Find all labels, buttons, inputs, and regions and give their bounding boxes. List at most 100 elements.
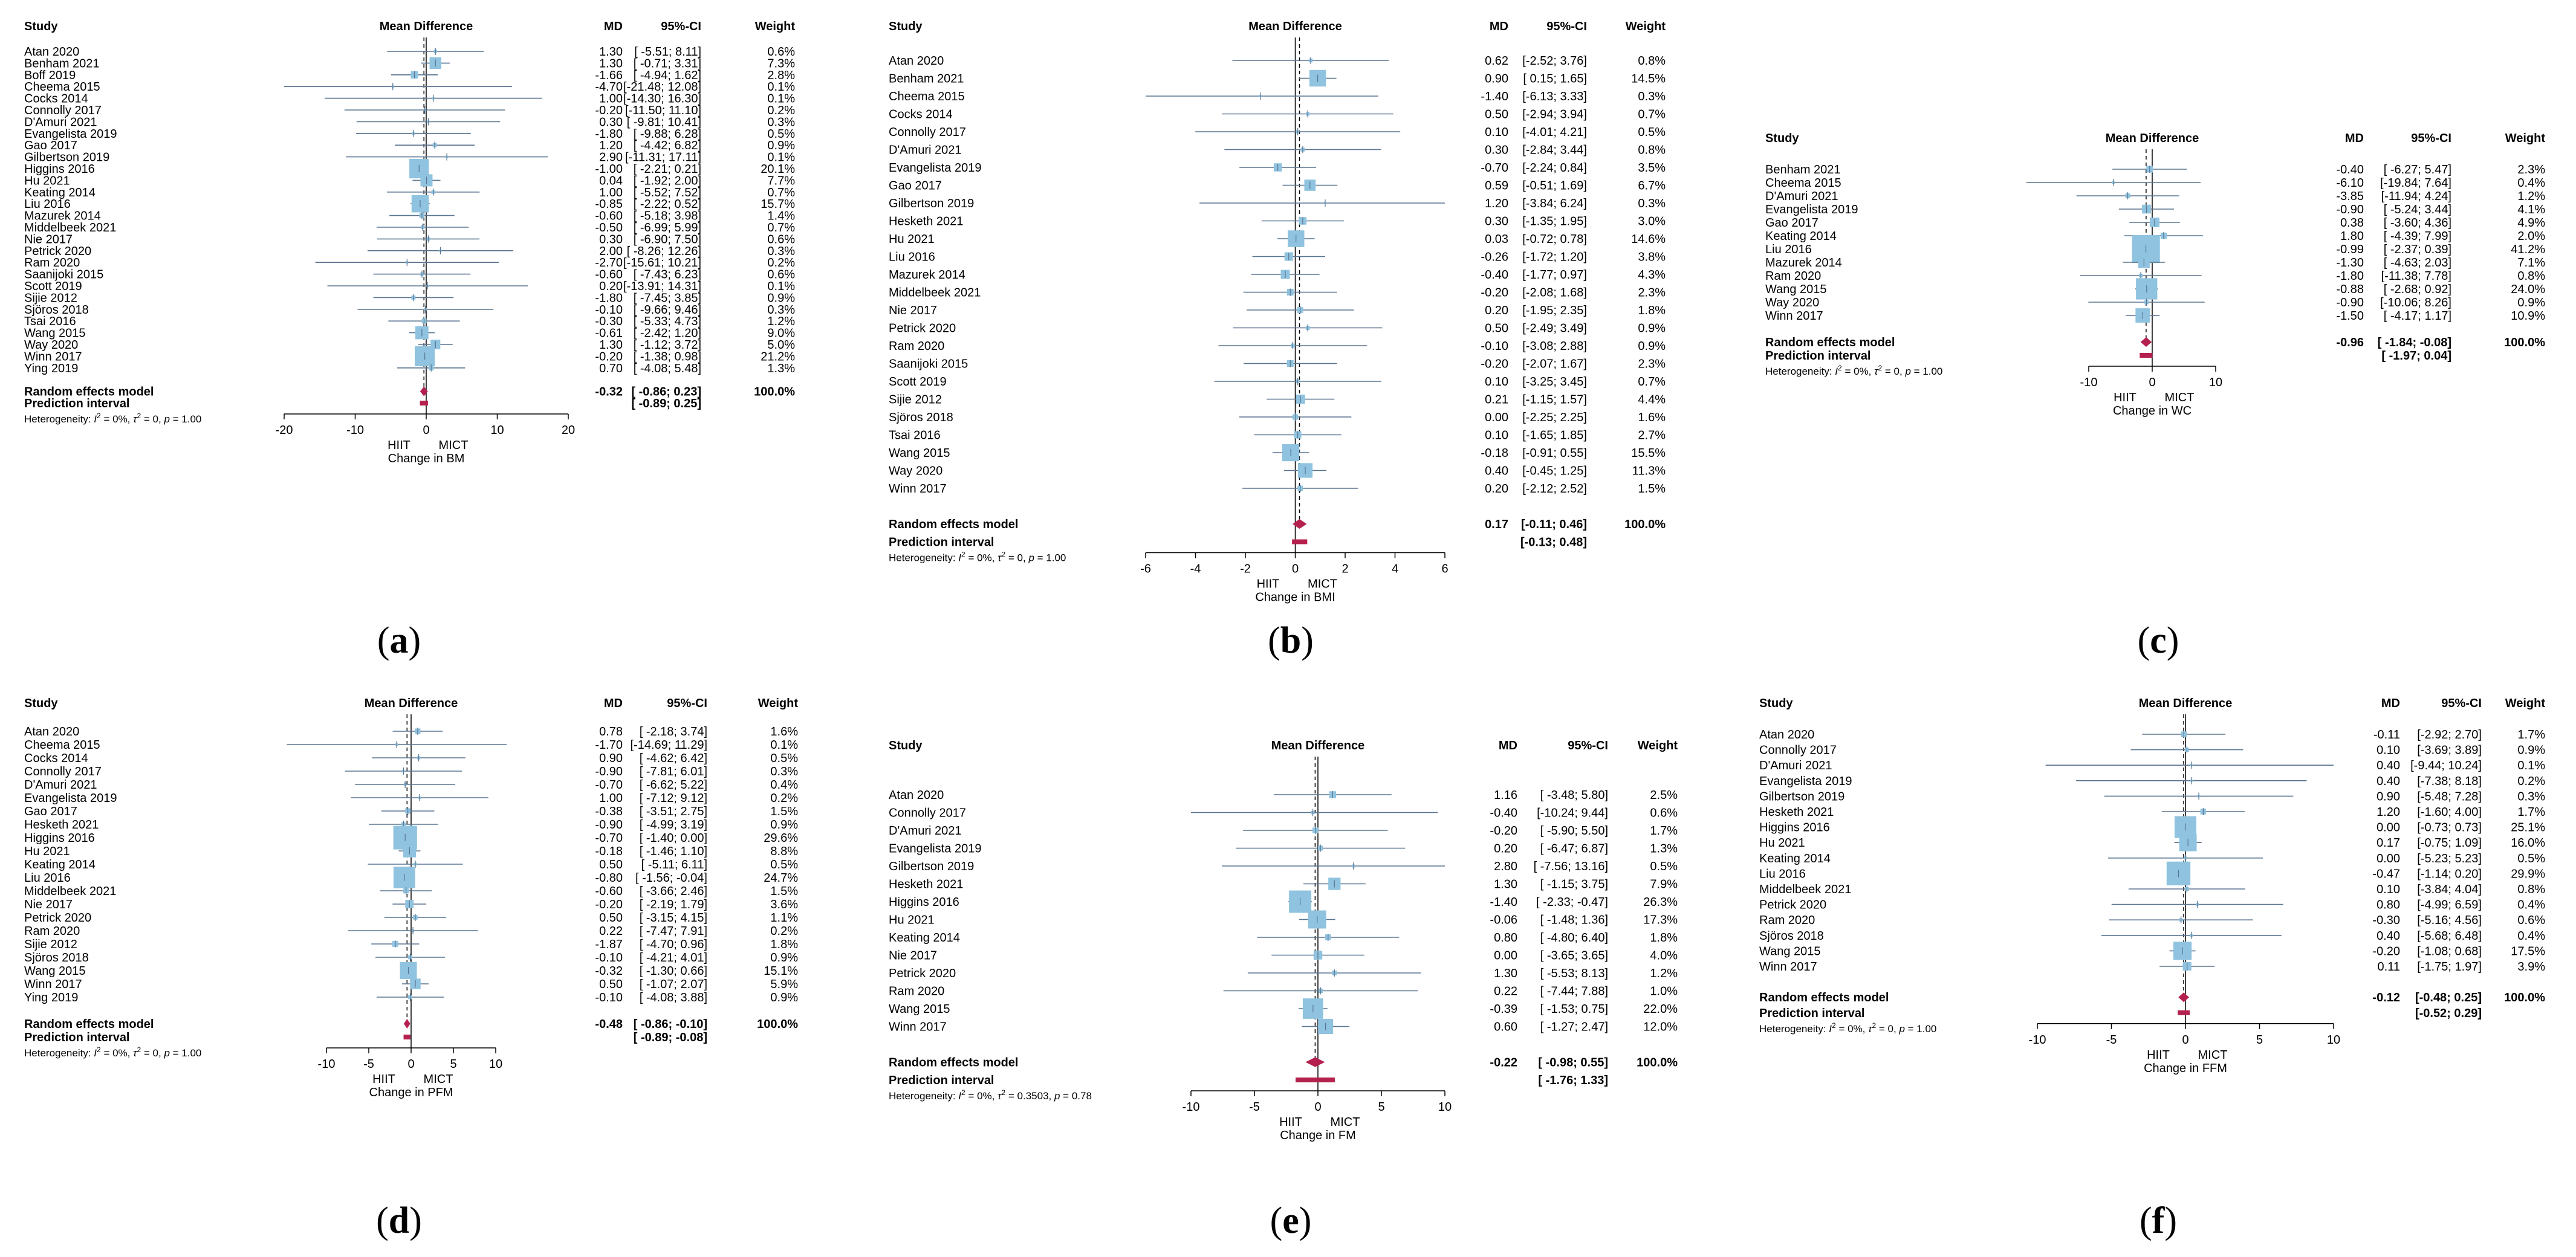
header-mean-difference: Mean Difference: [2139, 697, 2233, 710]
study-label: Evangelista 2019: [1759, 775, 1852, 788]
ci-value: [ -1.40; 0.00]: [640, 832, 707, 845]
md-value: -1.66: [595, 69, 623, 82]
md-value: 0.80: [1494, 931, 1517, 945]
md-value: -0.26: [1481, 251, 1508, 264]
md-value: 1.00: [599, 186, 623, 199]
heterogeneity-text: Heterogeneity: I2 = 0%, τ2 = 0, p = 1.00: [24, 412, 201, 425]
header-weight: Weight: [2505, 697, 2546, 710]
forest-plot-a: Study Mean Difference MD 95%-CI Weight Atan 2…: [18, 18, 804, 550]
header-study: Study: [24, 20, 58, 33]
md-value: -0.50: [595, 221, 623, 234]
re-model-label: Random effects model: [889, 518, 1018, 531]
study-label: Ram 2020: [1765, 270, 1821, 283]
x-tick-label: 0: [423, 424, 429, 437]
hiit-label: HIIT: [1257, 578, 1280, 591]
weight-value: 2.5%: [1650, 789, 1678, 802]
weight-value: 0.3%: [2517, 790, 2545, 803]
md-value: -0.70: [595, 778, 623, 792]
header-mean-difference: Mean Difference: [365, 697, 458, 710]
weight-value: 15.7%: [761, 198, 795, 211]
weight-value: 1.7%: [2517, 806, 2545, 819]
md-value: 0.20: [1485, 304, 1508, 317]
weight-value: 0.9%: [770, 951, 798, 965]
md-value: -0.10: [595, 951, 623, 965]
md-value: 1.20: [1485, 197, 1508, 210]
study-label: Winn 2017: [1765, 309, 1823, 323]
forest-plot-e-svg: Study Mean Difference MD 95%-CI Weight Atan 2…: [889, 739, 1678, 1142]
study-label: Winn 2017: [1759, 960, 1817, 974]
md-value: 0.60: [1494, 1021, 1517, 1034]
pooled-md: -0.12: [2372, 991, 2400, 1004]
md-value: 0.90: [1485, 73, 1508, 86]
md-value: -0.10: [595, 303, 623, 317]
md-value: 2.00: [599, 245, 623, 258]
md-value: -0.18: [1481, 447, 1508, 460]
md-value: -0.11: [2373, 728, 2400, 742]
ci-value: [ -8.26; 12.26]: [627, 245, 701, 258]
ci-value: [ -5.11; 6.11]: [641, 858, 707, 871]
weight-value: 0.9%: [770, 991, 798, 1004]
md-value: -1.80: [2336, 270, 2364, 283]
study-label: Hu 2021: [889, 914, 935, 927]
ci-value: [ -4.70; 0.96]: [640, 938, 707, 951]
study-label: Liu 2016: [24, 198, 71, 211]
mict-label: MICT: [1308, 578, 1337, 591]
study-label: Middelbeek 2021: [889, 286, 981, 300]
ci-value: [ -1.46; 1.10]: [640, 845, 707, 858]
heterogeneity-text: Heterogeneity: I2 = 0%, τ2 = 0.3503, p =…: [889, 1088, 1092, 1102]
re-model-label: Random effects model: [24, 386, 154, 399]
ci-value: [-2.07; 1.67]: [1522, 358, 1587, 371]
weight-value: 0.9%: [1638, 322, 1666, 335]
weight-value: 15.1%: [764, 965, 798, 978]
pooled-ci: [ -1.84; -0.08]: [2378, 336, 2451, 349]
caption-d: (d): [376, 1200, 422, 1241]
weight-value: 0.9%: [767, 291, 795, 305]
study-label: Connolly 2017: [1759, 744, 1837, 757]
md-value: 0.62: [1485, 54, 1508, 68]
study-label: Cocks 2014: [889, 108, 953, 121]
md-value: 0.30: [1485, 144, 1508, 157]
md-value: -0.80: [595, 871, 623, 885]
re-model-label: Random effects model: [889, 1056, 1018, 1070]
x-tick-label: 20: [562, 424, 575, 437]
md-value: -0.60: [595, 268, 623, 282]
md-value: -0.32: [595, 965, 623, 978]
x-tick-label: 5: [1378, 1100, 1384, 1114]
ci-value: [ -5.33; 4.73]: [634, 315, 701, 328]
md-value: -0.20: [1481, 286, 1508, 300]
ci-value: [ -5.18; 3.98]: [634, 210, 701, 223]
mict-label: MICT: [2165, 391, 2195, 404]
md-value: 0.90: [599, 752, 623, 765]
study-label: Tsai 2016: [24, 315, 76, 328]
study-label: Ram 2020: [24, 256, 80, 270]
study-label: Hu 2021: [24, 174, 70, 187]
weight-value: 1.6%: [770, 725, 798, 738]
weight-value: 3.9%: [2517, 960, 2545, 974]
ci-value: [-9.44; 10.24]: [2410, 759, 2482, 772]
caption-e: (e): [1270, 1200, 1312, 1241]
ci-value: [ -3.65; 3.65]: [1540, 949, 1608, 963]
ci-value: [ -3.15; 4.15]: [640, 911, 707, 925]
study-label: Ram 2020: [24, 925, 80, 938]
weight-value: 11.3%: [1632, 465, 1666, 478]
ci-value: [ -1.30; 0.66]: [640, 965, 707, 978]
prediction-label: Prediction interval: [24, 1031, 130, 1044]
ci-value: [-5.68; 6.48]: [2417, 929, 2482, 943]
ci-value: [ -6.90; 7.50]: [634, 233, 701, 246]
pooled-weight: 100.0%: [754, 386, 795, 399]
ci-value: [ -4.08; 3.88]: [640, 991, 707, 1004]
weight-value: 10.9%: [2511, 309, 2545, 323]
study-label: Cocks 2014: [24, 752, 88, 765]
ci-value: [-10.06; 8.26]: [2380, 296, 2451, 309]
header-md: MD: [604, 20, 623, 33]
ci-value: [-3.69; 3.89]: [2417, 744, 2482, 757]
ci-value: [ -3.48; 5.80]: [1540, 789, 1608, 802]
study-label: Connolly 2017: [24, 104, 102, 117]
md-value: -1.00: [595, 163, 623, 176]
ci-value: [ -3.66; 2.46]: [640, 885, 707, 898]
ci-value: [-2.52; 3.76]: [1522, 54, 1587, 68]
hiit-label: HIIT: [2114, 391, 2136, 404]
study-label: Mazurek 2014: [24, 210, 101, 223]
header-mean-difference: Mean Difference: [2106, 132, 2199, 145]
study-label: Higgins 2016: [1759, 821, 1830, 835]
